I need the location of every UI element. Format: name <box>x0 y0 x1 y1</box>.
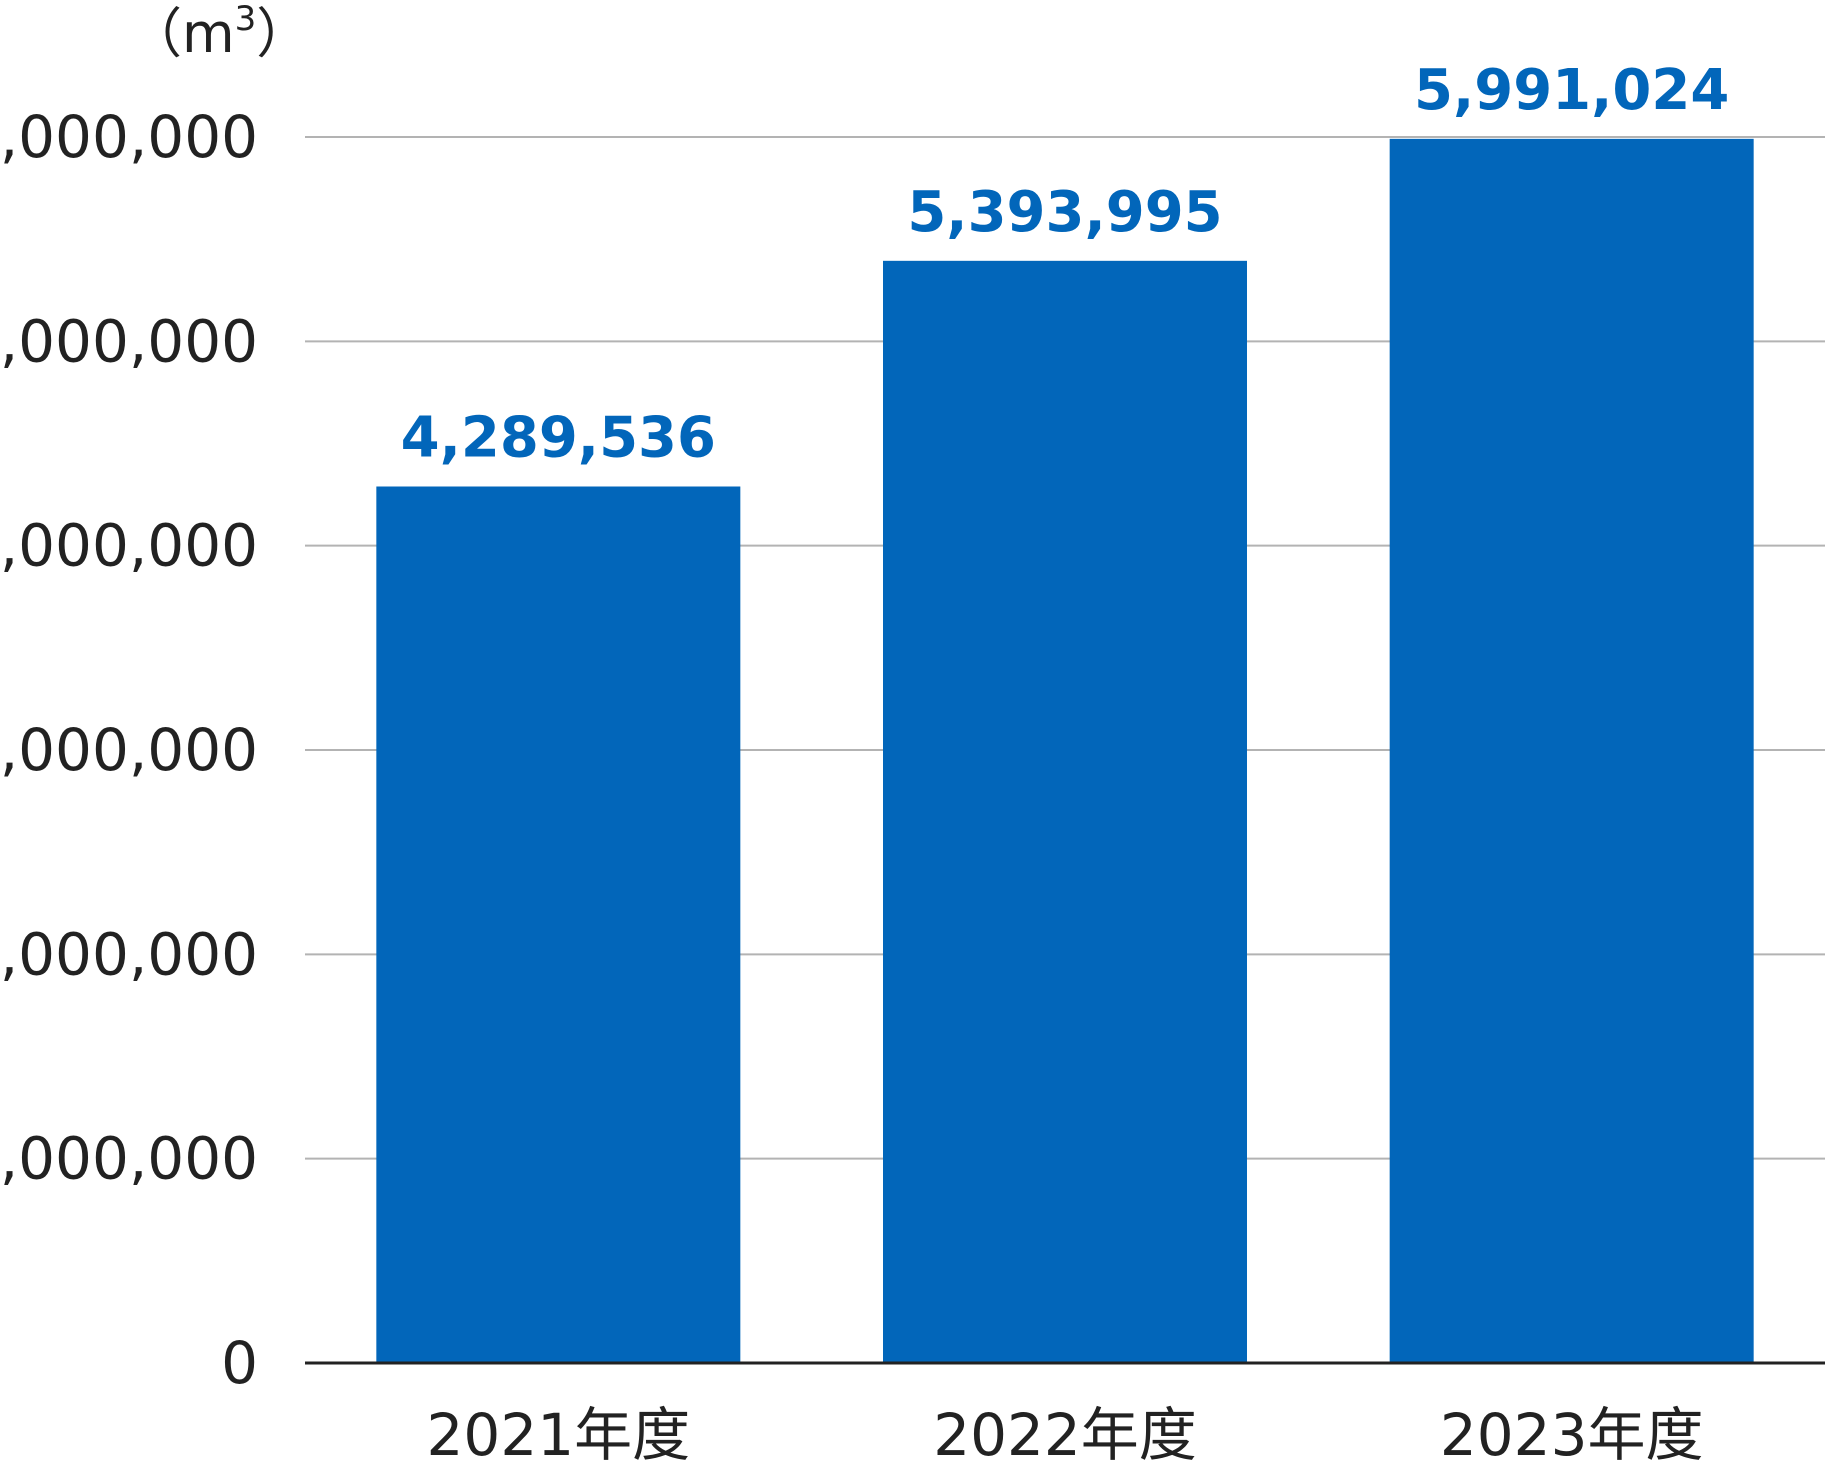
y-tick-label: 6,000,000 <box>0 103 258 171</box>
y-axis-unit-label: （m3） <box>128 0 310 65</box>
bar-2023年度 <box>1389 138 1754 1363</box>
x-category-label: 2023年度 <box>1440 1401 1704 1469</box>
x-category-label: 2022年度 <box>933 1401 1197 1469</box>
y-tick-label: 2,000,000 <box>0 920 258 988</box>
y-tick-label: 4,000,000 <box>0 512 258 580</box>
bars <box>376 138 1754 1363</box>
bar-value-label: 5,991,024 <box>1414 58 1729 123</box>
y-tick-label: 5,000,000 <box>0 307 258 375</box>
labels: （m3） 0 1,000,000 2,000,000 3,000,000 4,000,0… <box>0 0 1729 1469</box>
bar-2021年度 <box>376 486 741 1363</box>
bar-value-label: 5,393,995 <box>907 180 1222 245</box>
bar-2022年度 <box>883 260 1247 1363</box>
x-category-label: 2021年度 <box>427 1401 691 1469</box>
bar-value-label: 4,289,536 <box>401 406 716 471</box>
unit-label-close: ） <box>256 2 310 65</box>
y-tick-label: 0 <box>221 1329 258 1397</box>
unit-label-open: （m <box>128 2 235 65</box>
y-tick-label: 1,000,000 <box>0 1125 258 1193</box>
y-tick-label: 3,000,000 <box>0 716 258 784</box>
unit-label-superscript: 3 <box>235 0 257 39</box>
